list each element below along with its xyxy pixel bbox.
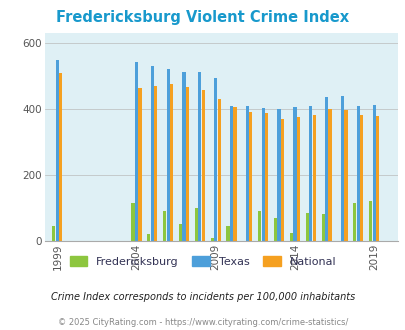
Bar (264, 113, 268, 241)
Bar (210, 238, 213, 241)
Legend: Fredericksburg, Texas, National: Fredericksburg, Texas, National (70, 256, 335, 267)
Bar (229, 106, 232, 241)
Bar (201, 90, 205, 241)
Bar (321, 214, 324, 241)
Bar (289, 233, 292, 241)
Bar (138, 88, 141, 241)
Bar (154, 86, 157, 241)
Bar (131, 203, 134, 241)
Bar (166, 69, 169, 241)
Bar (296, 117, 299, 241)
Bar (233, 107, 236, 241)
Bar (55, 60, 59, 241)
Bar (292, 107, 296, 241)
Bar (249, 112, 252, 241)
Text: Crime Index corresponds to incidents per 100,000 inhabitants: Crime Index corresponds to incidents per… (51, 292, 354, 302)
Bar (280, 119, 284, 241)
Bar (308, 106, 311, 241)
Bar (340, 96, 343, 241)
Bar (305, 213, 308, 241)
Bar (328, 109, 331, 241)
Text: © 2025 CityRating.com - https://www.cityrating.com/crime-statistics/: © 2025 CityRating.com - https://www.city… (58, 318, 347, 327)
Bar (182, 72, 185, 241)
Bar (343, 110, 347, 241)
Bar (134, 62, 138, 241)
Bar (226, 226, 229, 241)
Bar (356, 106, 359, 241)
Bar (277, 109, 280, 241)
Bar (352, 203, 356, 241)
Bar (368, 201, 371, 241)
Bar (324, 97, 327, 241)
Bar (375, 116, 378, 241)
Bar (185, 87, 189, 241)
Bar (258, 211, 261, 241)
Bar (372, 105, 375, 241)
Bar (261, 108, 264, 241)
Bar (179, 224, 182, 241)
Bar (245, 106, 248, 241)
Bar (198, 72, 201, 241)
Bar (147, 234, 150, 241)
Bar (163, 211, 166, 241)
Bar (150, 66, 153, 241)
Bar (194, 208, 198, 241)
Bar (312, 115, 315, 241)
Bar (273, 218, 277, 241)
Text: Fredericksburg Violent Crime Index: Fredericksburg Violent Crime Index (56, 10, 349, 25)
Bar (217, 99, 220, 241)
Bar (170, 84, 173, 241)
Bar (52, 226, 55, 241)
Bar (213, 78, 217, 241)
Bar (59, 73, 62, 241)
Bar (359, 115, 362, 241)
